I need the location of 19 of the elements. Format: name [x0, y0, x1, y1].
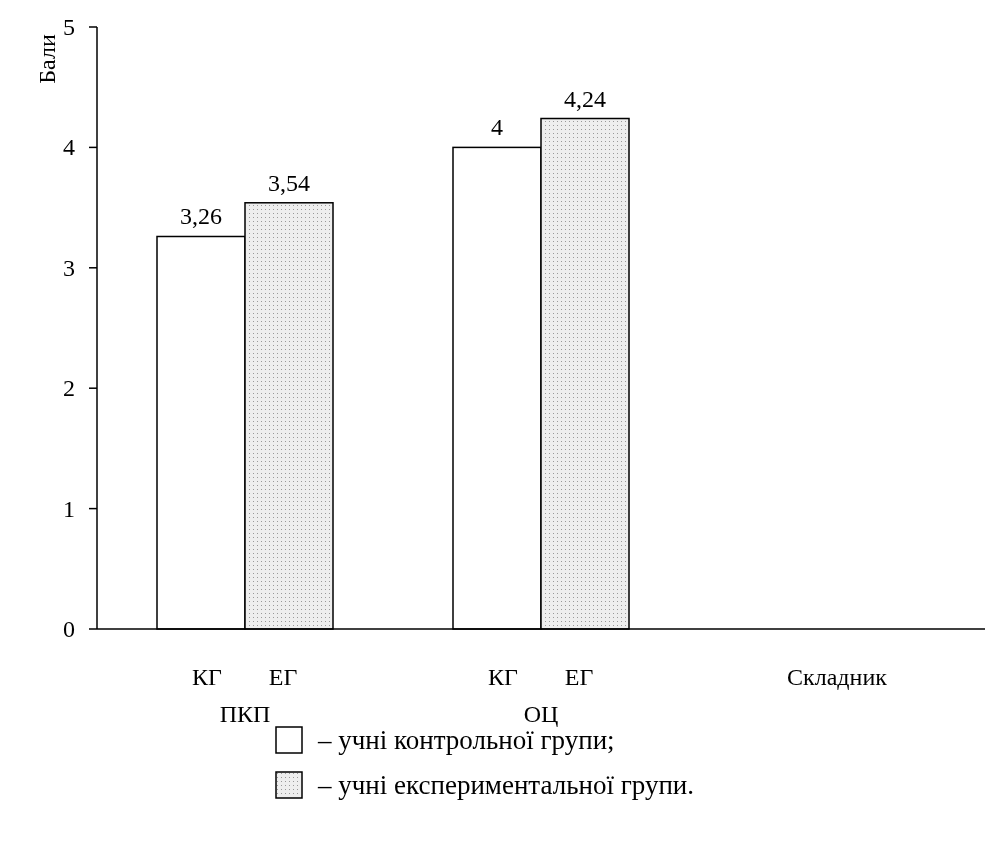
text: КГ [488, 664, 519, 690]
y-axis-title: Бали [34, 34, 60, 84]
y-tick-label: 5 [63, 14, 75, 40]
data-label: 4,24 [564, 85, 606, 112]
data-label: 3,54 [268, 169, 310, 196]
legend-label: – учні експериментальної групи. [317, 770, 695, 800]
y-tick-label: 3 [63, 254, 75, 281]
text: КГ [192, 664, 223, 690]
data-label: 4 [491, 114, 503, 141]
y-tick-label: 4 [63, 134, 75, 161]
y-tick-label: 1 [63, 495, 75, 522]
y-tick-label: 2 [63, 375, 75, 402]
y-tick-label: 0 [63, 616, 75, 642]
text: ЕГ [564, 664, 594, 690]
x-tick-label: ОЦ [523, 701, 559, 727]
data-label: 3,26 [180, 203, 222, 230]
x-tick-label: ПКП [219, 701, 271, 727]
x-axis-title: Складник [787, 664, 888, 690]
text: ЕГ [268, 664, 298, 690]
